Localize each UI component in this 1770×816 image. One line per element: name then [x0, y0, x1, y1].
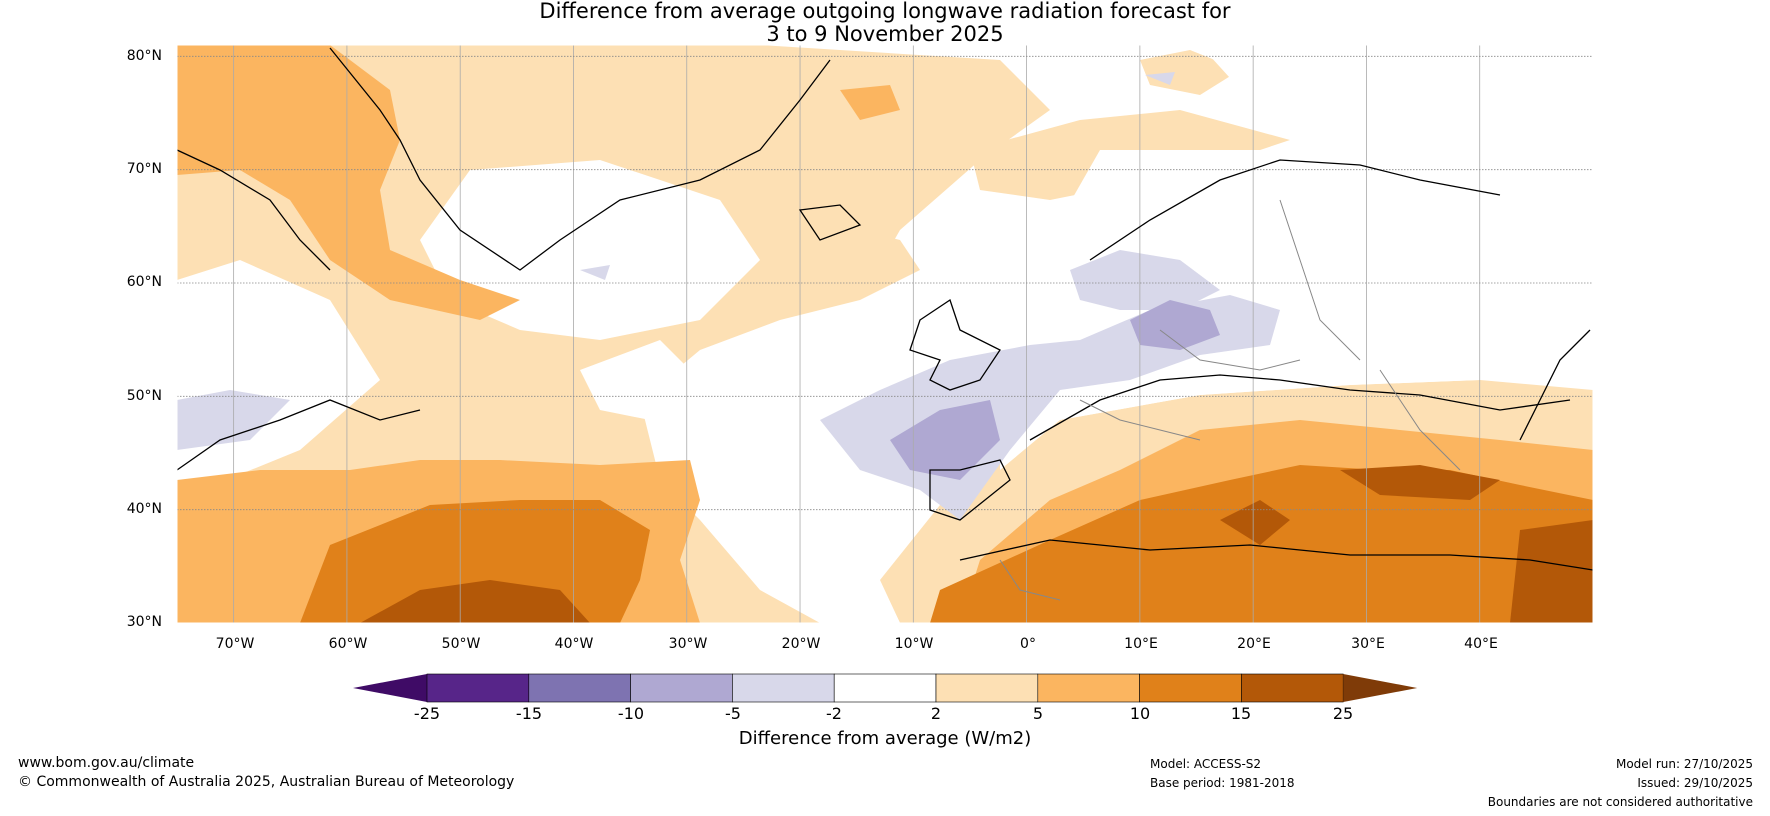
- lon-label-60w: 60°W: [328, 636, 368, 652]
- colorbar-tick-minus2: -2: [826, 704, 842, 723]
- lon-label-10e: 10°E: [1124, 636, 1158, 652]
- colorbar-segment: [528, 673, 631, 703]
- lon-label-40w: 40°W: [554, 636, 594, 652]
- lon-label-70w: 70°W: [215, 636, 255, 652]
- colorbar-tick-25: 25: [1332, 704, 1354, 723]
- colorbar-segment: [426, 673, 530, 703]
- lon-label-50w: 50°W: [441, 636, 481, 652]
- colorbar-segment: [732, 673, 835, 703]
- colorbar-segment: [1037, 673, 1140, 703]
- lat-label-70n: 70°N: [126, 161, 162, 177]
- colorbar-segment: [1139, 673, 1242, 703]
- lon-label-20w: 20°W: [781, 636, 821, 652]
- title-line-2: 3 to 9 November 2025: [766, 22, 1004, 46]
- lon-label-20e: 20°E: [1237, 636, 1271, 652]
- colorbar-tick-5: 5: [1032, 704, 1044, 723]
- colorbar-tick-10: 10: [1129, 704, 1151, 723]
- lon-label-10w: 10°W: [894, 636, 934, 652]
- lat-label-50n: 50°N: [126, 388, 162, 404]
- colorbar-tick-minus15: -15: [515, 704, 543, 723]
- colorbar-extend-low: [353, 674, 427, 702]
- title-line-1: Difference from average outgoing longwav…: [539, 0, 1231, 23]
- anomaly-10-to-15-regions: [300, 465, 1593, 623]
- colorbar-segment: [630, 673, 733, 703]
- colorbar-segment: [1241, 673, 1344, 703]
- website-link[interactable]: www.bom.gov.au/climate: [18, 755, 195, 771]
- country-borders: [999, 199, 1461, 601]
- colorbar-extend-high: [1343, 674, 1418, 702]
- model-run-text: Model run: 27/10/2025: [1615, 757, 1753, 771]
- colorbar-tick-minus10: -10: [617, 704, 645, 723]
- issued-text: Issued: 29/10/2025: [1637, 776, 1753, 790]
- copyright-text: © Commonwealth of Australia 2025, Austra…: [18, 774, 515, 790]
- colorbar-tick-15: 15: [1230, 704, 1252, 723]
- anomaly-15-to-25-regions: [360, 465, 1593, 623]
- colorbar-label: Difference from average (W/m2): [738, 728, 1032, 749]
- graticule: [177, 45, 1593, 623]
- lat-label-30n: 30°N: [126, 614, 162, 630]
- colorbar-segment: [935, 673, 1039, 703]
- colorbar-tick-2: 2: [930, 704, 942, 723]
- lon-label-30w: 30°W: [668, 636, 708, 652]
- colorbar-tick-minus5: -5: [725, 704, 741, 723]
- base-period-text: Base period: 1981-2018: [1150, 776, 1295, 790]
- colorbar-tick-minus25: -25: [413, 704, 441, 723]
- coastlines: [177, 47, 1593, 571]
- lon-label-0: 0°: [1020, 636, 1036, 652]
- lat-label-60n: 60°N: [126, 274, 162, 290]
- map-frame: [176, 44, 1594, 624]
- lon-label-30e: 30°E: [1351, 636, 1385, 652]
- colorbar-segment: [833, 673, 937, 703]
- lat-label-40n: 40°N: [126, 501, 162, 517]
- lat-label-80n: 80°N: [126, 48, 162, 64]
- disclaimer-text: Boundaries are not considered authoritat…: [1487, 795, 1753, 809]
- lon-label-40e: 40°E: [1464, 636, 1498, 652]
- model-text: Model: ACCESS-S2: [1150, 757, 1262, 771]
- anomaly-minus-10-to-minus-5-regions: [890, 300, 1220, 480]
